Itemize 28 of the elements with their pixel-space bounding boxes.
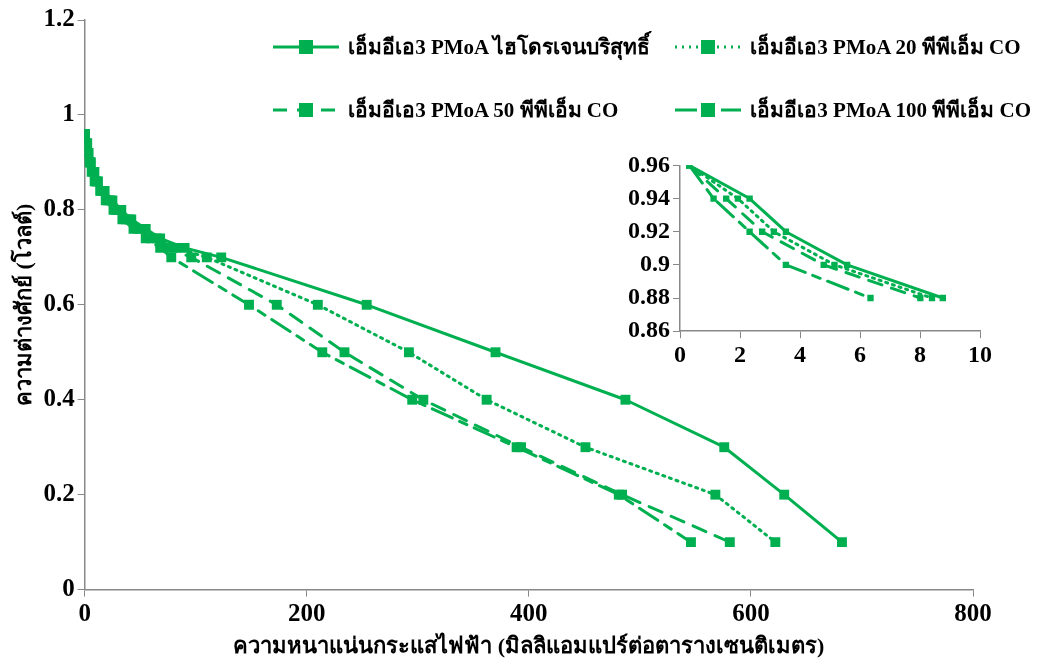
y-tick-label: 0.86 (628, 316, 670, 343)
y-tick-label: 0.6 (43, 289, 75, 317)
y-tick-label: 0.4 (43, 384, 76, 412)
legend-label: เอ็มอีเอ3 PMoA 20 พีพีเอ็ม CO (750, 32, 1021, 61)
y-tick-label: 1.2 (43, 4, 75, 32)
x-tick-label: 200 (287, 599, 326, 627)
x-tick-label: 4 (794, 340, 806, 367)
x-axis-title: ความหนาแน่นกระแสไฟฟ้า (มิลลิแอมแปร์ต่อตารางเซนติเมตร) (233, 632, 825, 659)
legend-label: เอ็มอีเอ3 PMoA 50 พีพีเอ็ม CO (348, 95, 619, 124)
y-tick-label: 0.88 (628, 283, 670, 310)
y-tick-label: 0.96 (628, 150, 670, 177)
y-tick-label: 0.9 (640, 250, 670, 277)
y-tick-label: 0 (62, 574, 75, 602)
legend-label: เอ็มอีเอ3 PMoA 100 พีพีเอ็ม CO (750, 95, 1031, 124)
y-tick-label: 0.8 (43, 194, 75, 222)
y-tick-label: 0.92 (628, 216, 670, 243)
y-tick-label: 1 (62, 99, 75, 127)
x-tick-label: 10 (968, 340, 992, 367)
y-tick-label: 0.94 (628, 183, 670, 210)
y-tick-label: 0.2 (43, 479, 75, 507)
legend-label: เอ็มอีเอ3 PMoA ไฮโดรเจนบริสุทธิ์ (348, 30, 651, 62)
y-axis-title: ความต่างศักย์ (โวลต์) (9, 203, 36, 406)
x-tick-label: 6 (854, 340, 866, 367)
x-tick-label: 400 (510, 599, 548, 627)
x-tick-label: 600 (732, 599, 770, 627)
x-tick-label: 8 (914, 340, 926, 367)
x-tick-label: 2 (734, 340, 746, 367)
x-tick-label: 800 (954, 599, 992, 627)
